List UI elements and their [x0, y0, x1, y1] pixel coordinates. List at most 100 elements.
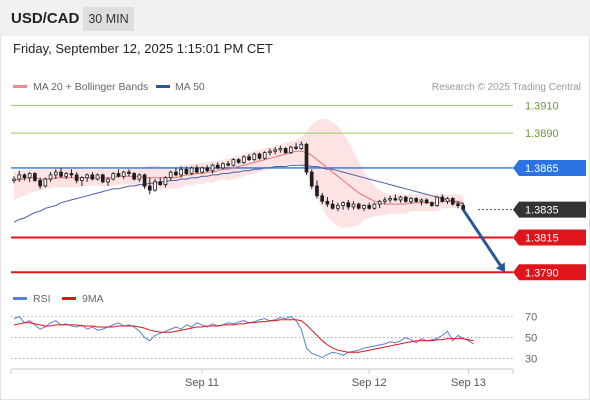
candle-down	[158, 181, 163, 186]
candle-up	[383, 199, 387, 202]
candle-down	[215, 164, 220, 169]
candle-up	[388, 198, 392, 201]
candle-up	[53, 171, 58, 176]
candle-down	[440, 196, 445, 202]
candle-down	[309, 171, 314, 187]
x-label: Sep 12	[352, 377, 387, 389]
support-2-tag	[513, 264, 586, 281]
candle-up	[273, 149, 278, 152]
candle-down	[236, 159, 241, 163]
timestamp: Friday, September 12, 2025 1:15:01 PM CE…	[13, 41, 273, 56]
candle-up	[64, 173, 69, 177]
candle-up	[189, 167, 194, 174]
candle-up	[241, 156, 246, 163]
projection-layer	[461, 208, 505, 273]
candle-up	[200, 167, 204, 173]
bollinger-band-layer	[14, 119, 464, 228]
candle-down	[456, 203, 460, 206]
candle-up	[111, 173, 116, 180]
ma20-legend-swatch	[13, 85, 27, 88]
candle-down	[100, 174, 105, 183]
candle-down	[90, 174, 95, 180]
candle-down	[283, 148, 288, 154]
candle-up	[268, 150, 272, 154]
candle-down	[424, 199, 429, 204]
candle-down	[116, 173, 121, 177]
resistance-2-label: 1.3910	[525, 100, 559, 112]
x-label: Sep 11	[185, 377, 219, 389]
candle-down	[403, 196, 408, 202]
copyright-label: Research © 2025 Trading Central	[432, 82, 581, 93]
candle-down	[226, 163, 230, 166]
candle-down	[414, 198, 419, 202]
candle-up	[95, 174, 100, 180]
candle-up	[106, 178, 110, 183]
candle-up	[262, 152, 267, 159]
rsi-tick-50: 50	[525, 333, 537, 345]
candle-up	[409, 198, 413, 202]
x-axis-labels: Sep 11 Sep 12 Sep 13	[10, 369, 514, 389]
rsi-tick-30: 30	[525, 354, 537, 366]
rsi-legend-swatch	[13, 297, 27, 300]
candle-up	[435, 196, 439, 206]
candle-up	[121, 171, 126, 177]
candle-up	[210, 164, 215, 172]
candle-up	[351, 203, 356, 208]
candle-down	[430, 202, 434, 206]
candle-up	[252, 153, 257, 160]
candle-up	[12, 178, 16, 181]
candle-down	[356, 203, 361, 209]
rsi-legend-label: RSI	[33, 293, 51, 305]
candle-down	[330, 203, 335, 209]
projection-arrow-head	[495, 262, 505, 273]
x-label: Sep 13	[451, 377, 486, 389]
ma50-legend-swatch	[156, 85, 170, 88]
rsi-tick-70: 70	[525, 312, 537, 324]
level-labels-layer: 1.3910 1.3890 1.3865 1.3835 1.3815 1.3790	[513, 100, 586, 281]
candle-up	[48, 174, 53, 180]
candle-down	[174, 171, 178, 176]
resistance-1-label: 1.3890	[525, 128, 559, 140]
candle-down	[33, 173, 37, 181]
pivot-tag	[513, 159, 586, 176]
candle-down	[74, 174, 79, 181]
rsi-ma-legend-label: 9MA	[82, 293, 104, 305]
candle-down	[393, 198, 398, 201]
candle-down	[294, 146, 298, 149]
rsi-line	[13, 315, 474, 359]
levels-layer	[11, 104, 513, 274]
interval-button[interactable]: 30 MIN	[83, 7, 134, 31]
ma50-legend-label: MA 50	[175, 81, 205, 93]
candles-layer	[12, 141, 466, 212]
candle-up	[221, 163, 225, 169]
candle-up	[168, 171, 173, 179]
candle-down	[320, 195, 325, 202]
rsi-legend: RSI 9MA	[13, 293, 104, 305]
candle-up	[372, 203, 377, 209]
candle-up	[278, 148, 283, 151]
symbol-title: USD/CAD	[11, 10, 80, 27]
candle-up	[163, 177, 168, 186]
last-price-label: 1.3835	[525, 205, 559, 217]
candle-down	[132, 173, 136, 180]
rsi-ma-line	[13, 319, 474, 353]
candle-down	[184, 168, 189, 174]
candle-up	[341, 202, 345, 206]
support-1-label: 1.3815	[525, 232, 559, 244]
rsi-ma-legend-swatch	[62, 297, 76, 300]
candle-up	[179, 168, 183, 176]
candle-up	[153, 181, 157, 191]
candle-down	[346, 202, 351, 208]
candle-down	[142, 174, 147, 187]
candle-up	[336, 205, 340, 209]
candle-up	[17, 174, 22, 180]
candle-down	[304, 143, 309, 173]
candle-up	[137, 174, 142, 180]
last-price-tag	[513, 201, 586, 218]
candle-down	[450, 198, 455, 205]
candle-up	[445, 198, 450, 202]
ma50-line	[13, 164, 464, 223]
candle-down	[315, 185, 319, 197]
candle-down	[59, 171, 63, 177]
